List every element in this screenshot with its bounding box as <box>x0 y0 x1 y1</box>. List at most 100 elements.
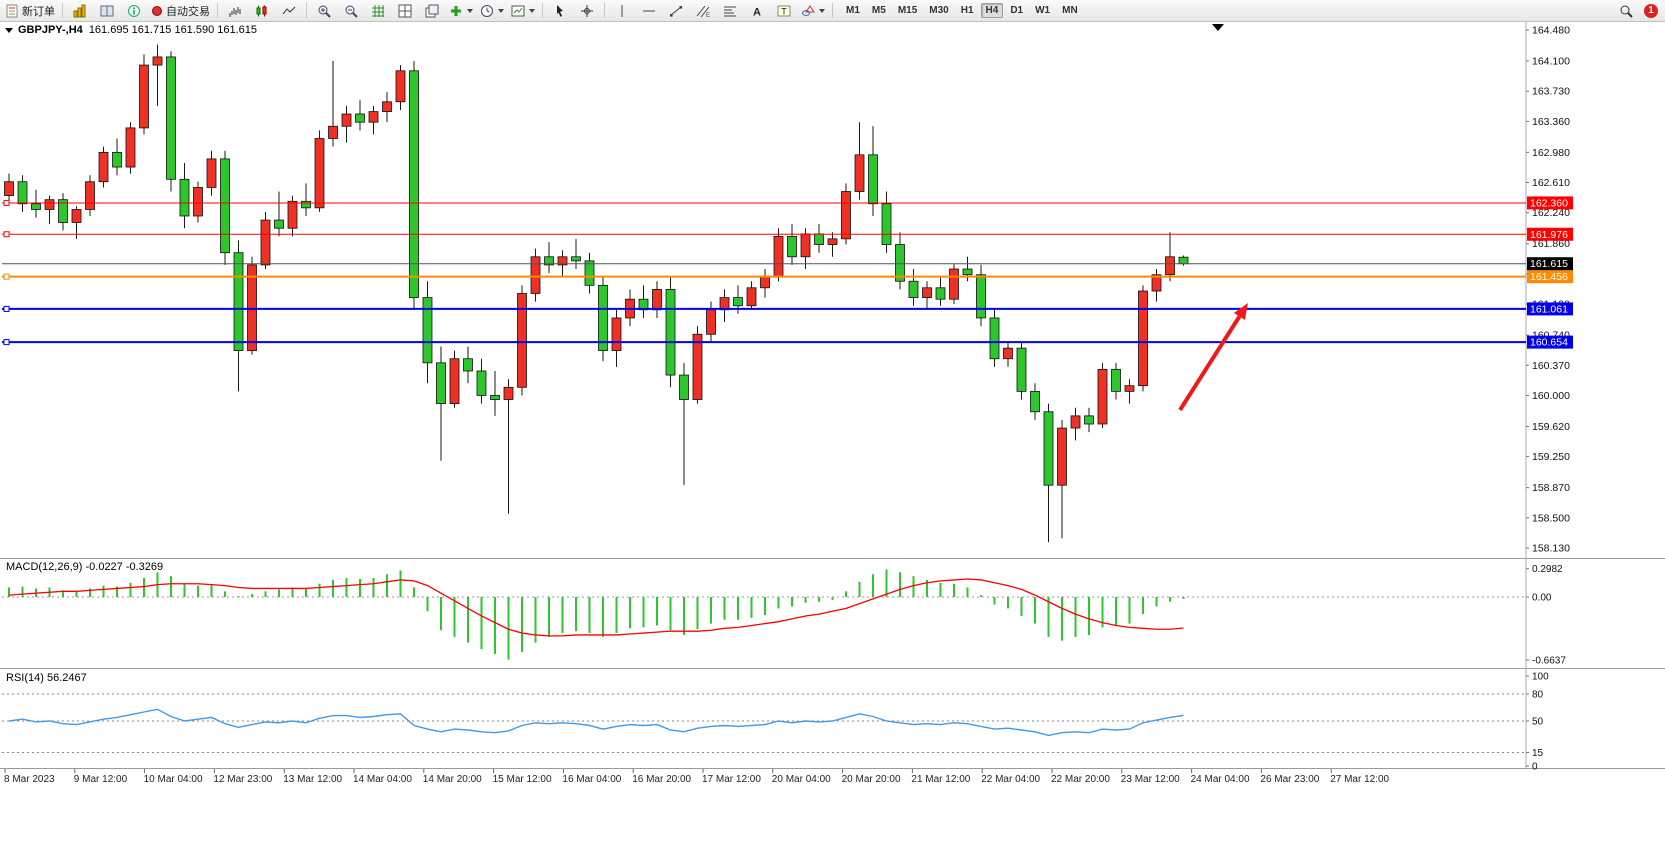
price-tag <box>1527 196 1573 210</box>
chart-window-button[interactable] <box>67 1 93 21</box>
search-button[interactable] <box>1613 1 1639 21</box>
line-handle[interactable] <box>3 305 10 312</box>
timeframe-M30[interactable]: M30 <box>929 5 949 16</box>
annotation-arrow[interactable] <box>1178 315 1242 412</box>
price-axis-label: 158.130 <box>1532 543 1570 555</box>
candle-body <box>1097 368 1108 425</box>
candle-body <box>652 289 662 311</box>
shapes-button[interactable] <box>798 1 828 21</box>
candle-body <box>1043 411 1054 486</box>
time-axis-label: 10 Mar 04:00 <box>144 774 203 785</box>
zoom-in-icon <box>318 5 331 18</box>
candle-body <box>733 297 743 307</box>
vertical-line-icon <box>621 4 623 17</box>
line-handle[interactable] <box>3 199 10 206</box>
templates-button[interactable] <box>508 1 538 21</box>
chevron-down-icon <box>529 8 535 13</box>
data-window-button[interactable] <box>121 1 147 21</box>
line-chart-button[interactable] <box>276 1 302 21</box>
candle-body <box>976 274 986 319</box>
text-label-button[interactable]: T <box>771 1 797 21</box>
horizontal-line-button[interactable] <box>636 1 662 21</box>
timeframe-H1[interactable]: H1 <box>960 5 974 16</box>
candle-body <box>422 297 433 364</box>
trendline-icon <box>670 5 683 17</box>
trendline-button[interactable] <box>663 1 689 21</box>
candle-body <box>490 395 500 400</box>
crosshair-button[interactable] <box>574 1 600 21</box>
timeframe-M1[interactable]: M1 <box>846 5 860 16</box>
candle-body <box>58 199 68 223</box>
candle-body <box>463 358 473 372</box>
timeframe-M15[interactable]: M15 <box>897 5 918 16</box>
toolbar-separator <box>62 3 63 18</box>
candle-body <box>827 238 838 245</box>
text-icon: A <box>753 6 761 18</box>
candle-body <box>1016 347 1027 392</box>
candle-body <box>382 101 392 112</box>
candle-body <box>746 287 757 307</box>
timeframe-D1[interactable]: D1 <box>1010 5 1024 16</box>
auto-trading-button[interactable]: 自动交易 <box>148 1 213 21</box>
candle-body <box>665 289 676 376</box>
price-axis-label: 162.610 <box>1532 177 1570 189</box>
time-axis-label: 20 Mar 04:00 <box>772 774 831 785</box>
candle-body <box>706 309 716 335</box>
timeframe-W1[interactable]: W1 <box>1035 5 1051 16</box>
line-chart-icon <box>282 6 296 14</box>
line-handle[interactable] <box>3 273 10 280</box>
equidistant-channel-button[interactable]: E <box>690 1 716 21</box>
candle-body <box>584 260 595 286</box>
annotation-arrow-head[interactable] <box>1233 303 1248 320</box>
grid-button[interactable] <box>365 1 391 21</box>
price-tag-label: 161.615 <box>1530 258 1568 270</box>
chevron-down-icon <box>467 8 473 13</box>
zoom-in-button[interactable] <box>311 1 337 21</box>
vertical-line-button[interactable] <box>609 1 635 21</box>
notification-badge[interactable]: 1 <box>1644 3 1658 18</box>
line-handle[interactable] <box>3 339 10 346</box>
chart-shift-marker[interactable] <box>1212 24 1224 31</box>
timeframe-M5[interactable]: M5 <box>871 5 886 16</box>
add-indicator-button[interactable] <box>446 1 476 21</box>
chevron-down-icon <box>819 8 825 13</box>
candle-body <box>71 209 82 223</box>
time-axis-label: 8 Mar 2023 <box>4 774 55 785</box>
price-axis-label: 164.100 <box>1532 55 1570 67</box>
auto-trading-icon <box>152 5 162 16</box>
price-tag-label: 160.654 <box>1530 337 1568 349</box>
candle-body <box>125 127 136 168</box>
bar-chart-button[interactable] <box>222 1 248 21</box>
line-handle[interactable] <box>3 231 10 238</box>
candle-body <box>544 256 554 266</box>
candlestick-chart-button[interactable] <box>249 1 275 21</box>
new-order-button[interactable]: 新订单 <box>3 1 58 21</box>
tile-windows-button[interactable] <box>392 1 418 21</box>
candle-body <box>1124 385 1135 392</box>
price-tag <box>1527 227 1573 241</box>
fibonacci-button[interactable] <box>717 1 743 21</box>
timeframe-MN[interactable]: MN <box>1062 5 1078 16</box>
rsi-label: RSI(14) 56.2467 <box>6 672 87 684</box>
zoom-out-button[interactable] <box>338 1 364 21</box>
auto-trading-label: 自动交易 <box>166 5 210 18</box>
cursor-button[interactable] <box>547 1 573 21</box>
price-tag <box>1527 302 1573 316</box>
collapse-icon[interactable] <box>5 28 13 33</box>
new-order-icon <box>6 4 18 17</box>
periods-button[interactable] <box>477 1 507 21</box>
timeframe-H4[interactable]: H4 <box>980 3 1004 18</box>
cascade-windows-button[interactable] <box>419 1 445 21</box>
rsi-axis-label: 100 <box>1532 672 1549 683</box>
candle-body <box>773 235 784 278</box>
time-axis-label: 22 Mar 20:00 <box>1051 774 1110 785</box>
profiles-button[interactable] <box>94 1 120 21</box>
candle-body <box>1138 290 1148 387</box>
candle-body <box>908 280 919 298</box>
candle-body <box>503 386 514 400</box>
rsi-line <box>8 708 1184 737</box>
candle-body <box>166 56 176 180</box>
cascade-windows-icon <box>425 4 439 17</box>
text-tool-button[interactable]: A <box>744 1 770 21</box>
